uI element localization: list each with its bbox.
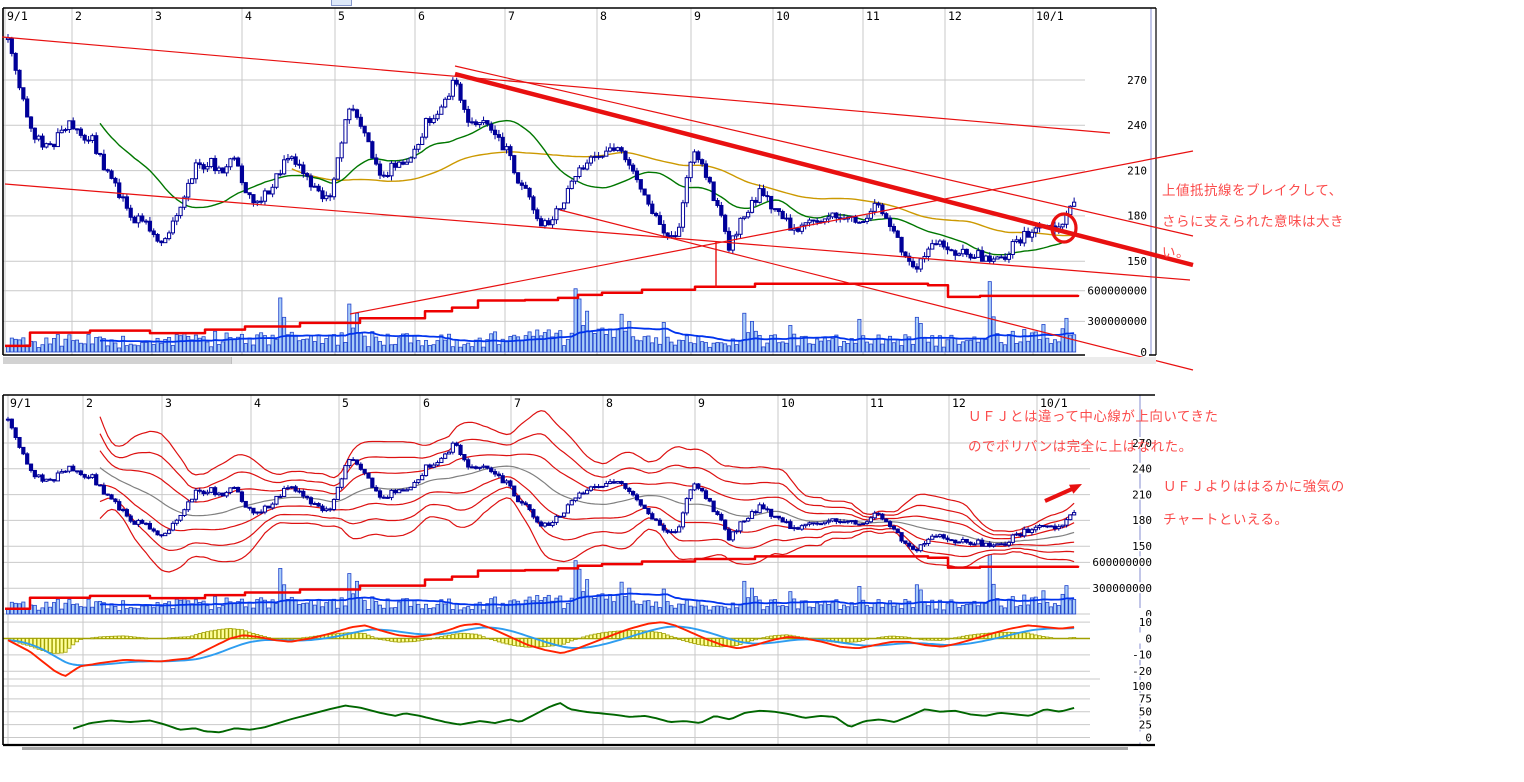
svg-text:0: 0 xyxy=(1145,632,1152,645)
top-chart-scrollbar[interactable] xyxy=(3,357,1156,364)
svg-text:100: 100 xyxy=(1132,680,1152,693)
svg-text:300000000: 300000000 xyxy=(1087,315,1147,328)
annotation-line: チャートといえる。 xyxy=(1163,512,1289,527)
top-chart-pane[interactable]: 270 240 210 180 150 600000000 300000000 0 9/1 2 3 4… xyxy=(2,7,1157,359)
annotation-line: 上値抵抗線をブレイクして、 xyxy=(1162,183,1343,198)
top-chart-scrollbar-thumb[interactable] xyxy=(3,357,232,364)
svg-text:3: 3 xyxy=(165,396,172,410)
bottom-annotation-text-2: ＵＦＪよりははるかに強気の チャートといえる。 xyxy=(1163,470,1345,536)
svg-text:10: 10 xyxy=(1139,616,1152,629)
svg-text:4: 4 xyxy=(245,9,252,23)
svg-text:10/1: 10/1 xyxy=(1040,396,1068,410)
svg-text:5: 5 xyxy=(342,396,349,410)
svg-text:600000000: 600000000 xyxy=(1087,285,1147,298)
svg-text:8: 8 xyxy=(600,9,607,23)
svg-text:150: 150 xyxy=(1127,255,1147,268)
svg-text:180: 180 xyxy=(1127,210,1147,223)
svg-text:75: 75 xyxy=(1139,693,1152,706)
svg-text:6: 6 xyxy=(418,9,425,23)
svg-text:12: 12 xyxy=(948,9,962,23)
svg-text:270: 270 xyxy=(1132,437,1152,450)
annotation-line: い。 xyxy=(1162,245,1190,260)
annotation-line: さらに支えられた意味は大き xyxy=(1162,214,1344,229)
svg-text:300000000: 300000000 xyxy=(1092,582,1152,595)
svg-text:10/1: 10/1 xyxy=(1036,9,1064,23)
svg-text:240: 240 xyxy=(1127,119,1147,132)
bottom-chart-border-shadow xyxy=(22,747,1128,750)
svg-text:270: 270 xyxy=(1127,74,1147,87)
svg-text:210: 210 xyxy=(1132,488,1152,501)
svg-text:50: 50 xyxy=(1139,706,1152,719)
annotation-line: ＵＦＪとは違って中心線が上向いてきた xyxy=(968,409,1219,424)
svg-text:-10: -10 xyxy=(1132,649,1152,662)
top-annotation-text: 上値抵抗線をブレイクして、 さらに支えられた意味は大き い。 xyxy=(1162,175,1344,268)
svg-text:600000000: 600000000 xyxy=(1092,556,1152,569)
annotation-line: のでボリバンは完全に上はなれた。 xyxy=(968,439,1193,454)
svg-text:0: 0 xyxy=(1140,346,1147,359)
drawn-annotations xyxy=(1,36,1194,503)
svg-text:2: 2 xyxy=(86,396,93,410)
svg-text:9: 9 xyxy=(698,396,705,410)
svg-text:7: 7 xyxy=(508,9,515,23)
svg-text:25: 25 xyxy=(1139,718,1152,731)
bottom-annotation-text-1: ＵＦＪとは違って中心線が上向いてきた のでボリバンは完全に上はなれた。 xyxy=(968,402,1219,462)
svg-text:3: 3 xyxy=(155,9,162,23)
svg-text:11: 11 xyxy=(870,396,884,410)
svg-text:9: 9 xyxy=(694,9,701,23)
window-artifact xyxy=(331,0,352,6)
svg-text:9/1: 9/1 xyxy=(10,396,31,410)
svg-text:240: 240 xyxy=(1132,463,1152,476)
svg-text:180: 180 xyxy=(1132,514,1152,527)
svg-text:0: 0 xyxy=(1145,608,1152,621)
svg-text:6: 6 xyxy=(423,396,430,410)
svg-text:9/1: 9/1 xyxy=(7,9,28,23)
svg-text:11: 11 xyxy=(866,9,880,23)
svg-text:4: 4 xyxy=(254,396,261,410)
svg-text:8: 8 xyxy=(606,396,613,410)
svg-text:12: 12 xyxy=(952,396,966,410)
bottom-chart-pane[interactable]: 2702402101801506000000003000000000100-10… xyxy=(2,394,1155,747)
svg-text:10: 10 xyxy=(781,396,795,410)
svg-text:210: 210 xyxy=(1127,164,1147,177)
svg-text:7: 7 xyxy=(514,396,521,410)
svg-text:10: 10 xyxy=(776,9,790,23)
svg-text:0: 0 xyxy=(1145,731,1152,744)
svg-text:150: 150 xyxy=(1132,540,1152,553)
svg-text:2: 2 xyxy=(75,9,82,23)
svg-text:-20: -20 xyxy=(1132,665,1152,678)
annotation-line: ＵＦＪよりははるかに強気の xyxy=(1163,479,1345,494)
svg-text:5: 5 xyxy=(338,9,345,23)
